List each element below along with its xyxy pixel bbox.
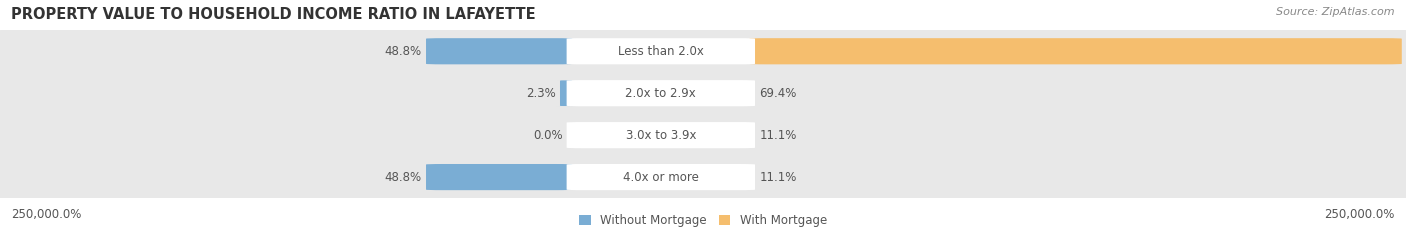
Text: 3.0x to 3.9x: 3.0x to 3.9x — [626, 129, 696, 142]
FancyBboxPatch shape — [0, 29, 1406, 73]
FancyBboxPatch shape — [0, 113, 1406, 157]
FancyBboxPatch shape — [555, 80, 576, 106]
Text: 69.4%: 69.4% — [759, 87, 797, 100]
FancyBboxPatch shape — [567, 122, 755, 148]
Text: 48.8%: 48.8% — [385, 45, 422, 58]
Text: PROPERTY VALUE TO HOUSEHOLD INCOME RATIO IN LAFAYETTE: PROPERTY VALUE TO HOUSEHOLD INCOME RATIO… — [11, 7, 536, 22]
FancyBboxPatch shape — [567, 164, 755, 190]
Text: 250,000.0%: 250,000.0% — [11, 208, 82, 221]
Text: 2.3%: 2.3% — [526, 87, 555, 100]
Legend: Without Mortgage, With Mortgage: Without Mortgage, With Mortgage — [579, 214, 827, 227]
FancyBboxPatch shape — [426, 38, 572, 64]
Text: 2.0x to 2.9x: 2.0x to 2.9x — [626, 87, 696, 100]
FancyBboxPatch shape — [567, 80, 755, 106]
Text: 11.1%: 11.1% — [759, 171, 797, 184]
Text: 11.1%: 11.1% — [759, 129, 797, 142]
Text: 250,000.0%: 250,000.0% — [1324, 208, 1395, 221]
Text: 4.0x or more: 4.0x or more — [623, 171, 699, 184]
FancyBboxPatch shape — [749, 38, 1402, 64]
Text: Source: ZipAtlas.com: Source: ZipAtlas.com — [1277, 7, 1395, 17]
FancyBboxPatch shape — [426, 164, 572, 190]
FancyBboxPatch shape — [0, 71, 1406, 115]
Text: Less than 2.0x: Less than 2.0x — [617, 45, 704, 58]
Text: 0.0%: 0.0% — [533, 129, 562, 142]
FancyBboxPatch shape — [0, 155, 1406, 199]
FancyBboxPatch shape — [567, 38, 755, 64]
Text: 48.8%: 48.8% — [385, 171, 422, 184]
